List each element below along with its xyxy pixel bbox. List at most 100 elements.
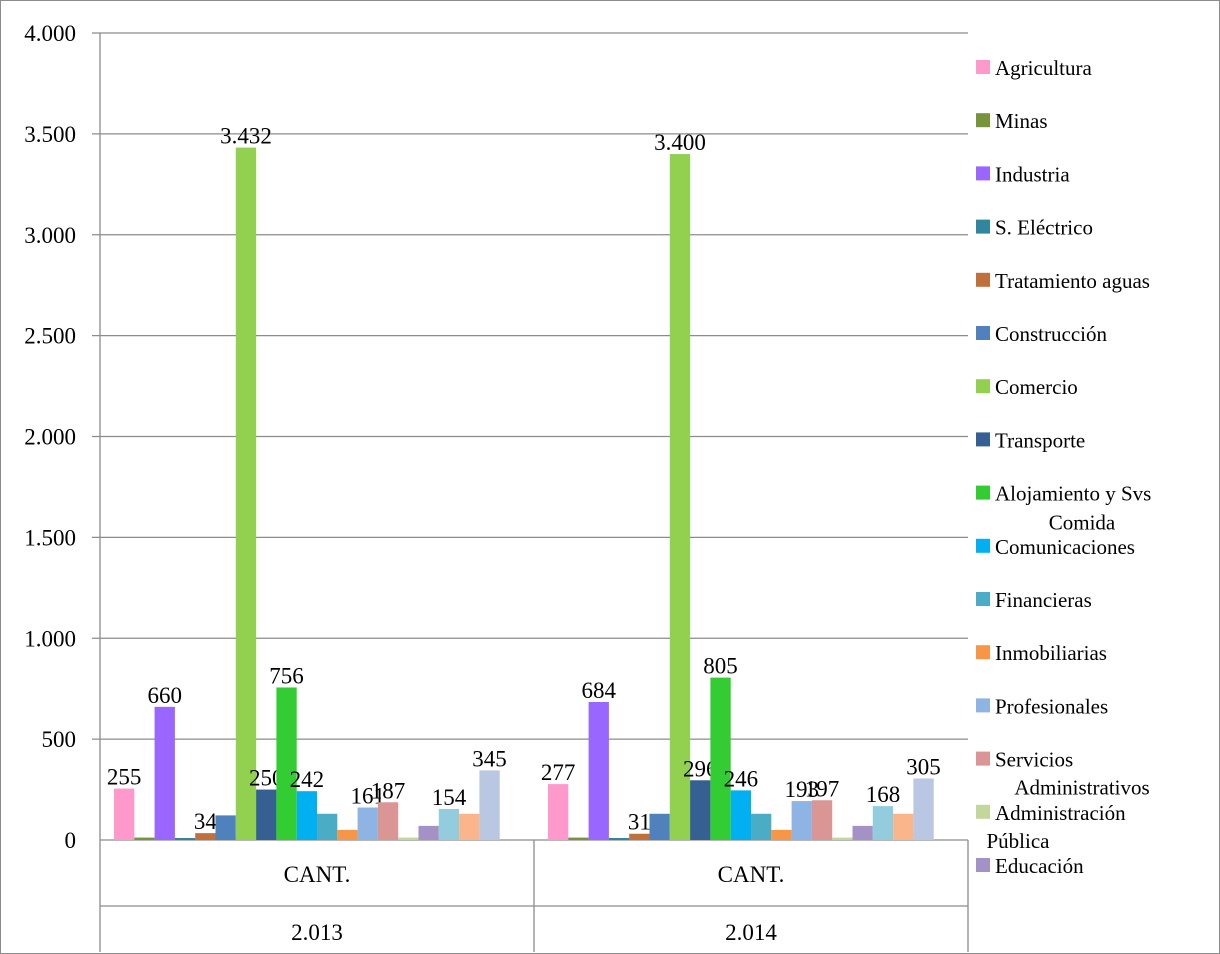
bar <box>337 829 358 840</box>
y-tick-label: 3.000 <box>24 223 76 248</box>
legend-swatch <box>976 166 990 181</box>
bar <box>134 837 155 840</box>
data-label: 345 <box>472 746 507 771</box>
data-label: 31 <box>628 810 651 835</box>
legend-swatch <box>976 698 990 713</box>
data-label: 187 <box>371 778 406 803</box>
y-tick-label: 2.000 <box>24 425 76 450</box>
bar <box>872 806 894 840</box>
data-label: 277 <box>541 760 576 785</box>
legend-label: Profesionales <box>995 694 1108 718</box>
bar <box>690 780 711 840</box>
bar <box>629 833 650 840</box>
data-label: 255 <box>107 765 142 790</box>
bar <box>317 813 338 840</box>
bar <box>710 677 731 840</box>
bar <box>154 706 175 840</box>
bar <box>893 813 914 840</box>
legend-swatch <box>976 485 990 500</box>
legend-swatch <box>976 60 990 74</box>
bar <box>195 833 216 840</box>
data-label: 193 <box>785 777 820 802</box>
x-group-label: 2.013 <box>291 920 343 945</box>
legend-swatch <box>976 326 990 340</box>
data-label: 3.432 <box>220 124 272 149</box>
legend-label: Construcción <box>995 322 1107 346</box>
bar <box>913 778 934 840</box>
bar <box>771 829 792 840</box>
bar <box>751 813 772 840</box>
x-tick-label: CANT. <box>284 862 351 887</box>
x-tick-label: CANT. <box>718 862 785 887</box>
legend-swatch <box>976 538 990 553</box>
legend-label: Transporte <box>995 428 1085 452</box>
legend-swatch <box>976 219 990 234</box>
legend-swatch <box>976 379 990 394</box>
bar <box>479 770 500 840</box>
legend-label: Inmobiliarias <box>995 641 1107 665</box>
data-label: 305 <box>906 754 941 779</box>
data-label: 805 <box>703 654 738 679</box>
y-tick-label: 1.500 <box>24 525 76 550</box>
data-label: 660 <box>148 683 183 708</box>
bar <box>649 813 670 840</box>
legend-label: S. Eléctrico <box>995 216 1093 240</box>
data-label: 756 <box>269 663 304 688</box>
bar <box>398 837 419 840</box>
data-label: 154 <box>432 785 467 810</box>
bar <box>215 815 236 840</box>
bar <box>568 837 589 840</box>
bar <box>174 837 196 840</box>
y-tick-label: 2.500 <box>24 324 76 349</box>
bar <box>548 784 569 840</box>
data-label: 246 <box>724 766 759 791</box>
data-label: 168 <box>866 782 901 807</box>
legend-swatch <box>976 804 990 819</box>
legend-label: Servicios <box>995 748 1073 772</box>
legend-swatch <box>976 432 990 447</box>
legend-swatch <box>976 113 990 128</box>
data-label: 242 <box>290 767 325 792</box>
bar <box>852 825 873 840</box>
legend-label: Minas <box>995 109 1048 133</box>
legend-label: Financieras <box>995 588 1092 612</box>
legend-label: Administrativos <box>1014 776 1149 800</box>
data-label: 684 <box>582 678 617 703</box>
legend-swatch <box>976 645 990 660</box>
y-tick-label: 0 <box>65 828 77 853</box>
data-label: 34 <box>194 809 218 834</box>
bar <box>296 791 317 840</box>
bar <box>811 800 833 840</box>
bar <box>377 802 399 840</box>
legend-label: Pública <box>987 829 1051 853</box>
legend-label: Agricultura <box>995 56 1092 80</box>
legend-swatch <box>976 272 990 287</box>
y-tick-label: 3.500 <box>24 122 76 147</box>
bar <box>114 788 135 840</box>
legend-label: Comida <box>1049 511 1116 535</box>
bar <box>357 807 378 840</box>
y-tick-label: 500 <box>42 727 77 752</box>
bar <box>235 147 257 840</box>
bar <box>608 837 630 840</box>
legend-label: Alojamiento y Svs <box>995 482 1151 506</box>
legend-label: Tratamiento aguas <box>995 269 1150 293</box>
bar <box>832 837 853 840</box>
data-label: 3.400 <box>654 130 706 155</box>
bar <box>730 790 751 840</box>
legend-label: Educación <box>995 854 1084 878</box>
x-group-label: 2.014 <box>725 920 777 945</box>
data-label: 197 <box>805 776 840 801</box>
legend-swatch <box>976 592 990 606</box>
legend-swatch <box>976 858 990 872</box>
legend-swatch <box>976 751 990 766</box>
bar <box>459 813 480 840</box>
legend-label: Administración <box>995 801 1126 825</box>
y-tick-label: 4.000 <box>24 21 76 46</box>
legend-label: Comunicaciones <box>995 535 1135 559</box>
bar <box>669 154 691 841</box>
legend-label: Industria <box>995 162 1070 186</box>
y-tick-label: 1.000 <box>24 626 76 651</box>
bar <box>418 825 439 840</box>
